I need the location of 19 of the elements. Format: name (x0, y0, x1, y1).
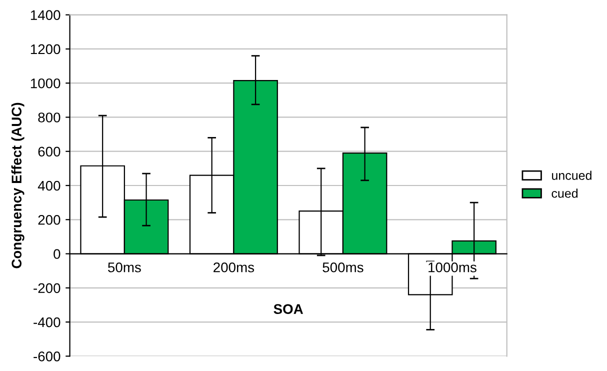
y-axis-title: Congruency Effect (AUC) (11, 102, 24, 268)
x-tick-label: 500ms (322, 262, 364, 272)
y-tick-label: 200 (38, 214, 60, 225)
y-tick-label: -200 (34, 283, 60, 294)
y-tick-label: 600 (38, 146, 60, 157)
y-tick-label: -400 (34, 317, 60, 328)
y-tick-label: 1000 (30, 78, 60, 88)
x-tick-label: 1000ms (428, 262, 476, 272)
y-tick-label: 400 (38, 180, 60, 191)
y-tick-label: -600 (34, 351, 60, 362)
y-tick-label: 800 (38, 112, 60, 122)
x-axis-title: SOA (274, 304, 304, 314)
x-tick-label: 50ms (108, 262, 141, 272)
y-tick-label: 1400 (30, 10, 60, 20)
y-tick-label: 1200 (30, 44, 60, 54)
legend-label: uncued (552, 170, 592, 180)
y-tick-label: 0 (54, 249, 60, 259)
x-tick-label: 200ms (214, 262, 254, 272)
legend-label: cued (552, 188, 578, 198)
